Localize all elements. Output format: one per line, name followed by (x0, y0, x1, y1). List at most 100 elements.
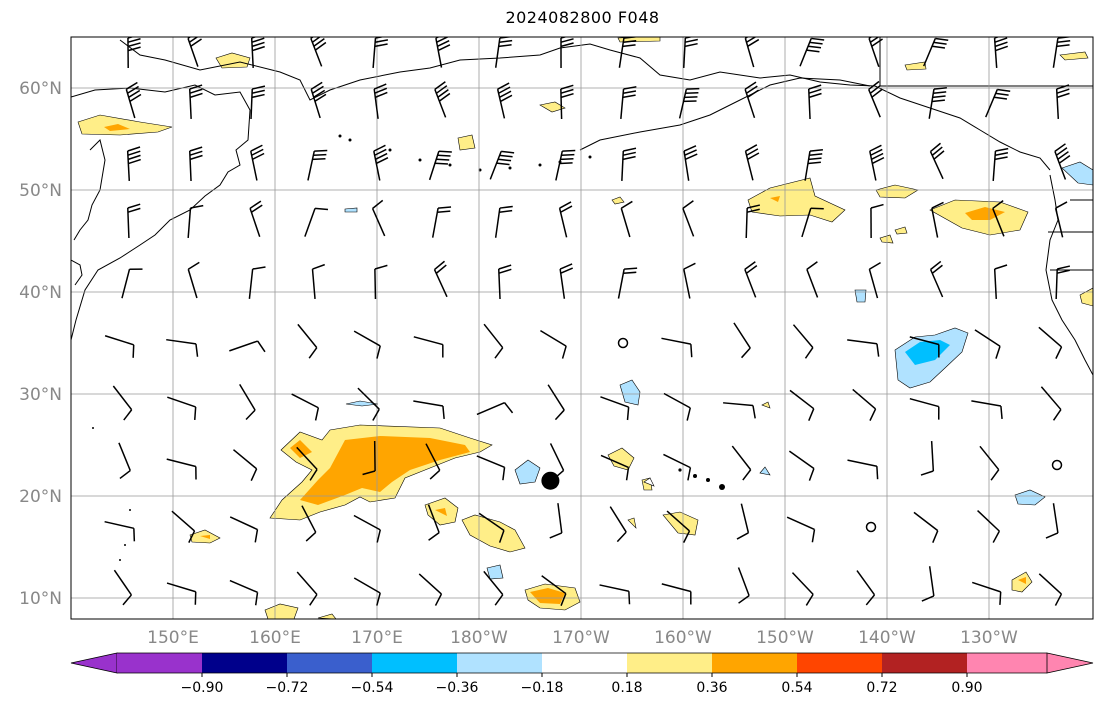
storm-center-marker (541, 471, 560, 490)
wind-barb (731, 445, 752, 481)
wind-barb (745, 204, 761, 239)
colorbar-tick-label: −0.36 (436, 680, 479, 696)
wind-barb (310, 81, 327, 119)
wind-barb (977, 509, 1001, 543)
calm-wind-marker (865, 521, 877, 533)
colorbar-tick-label: 0.54 (781, 680, 812, 696)
wind-barb (431, 206, 452, 238)
wind-barb (971, 400, 1003, 420)
wind-barb (1038, 326, 1063, 359)
wind-barb (663, 453, 692, 481)
wind-barb (104, 520, 136, 542)
wind-barb (166, 582, 197, 605)
lon-label-160: 160°E (249, 628, 301, 648)
wind-barb (868, 37, 883, 67)
wind-barb (1054, 201, 1068, 238)
wind-barb (804, 149, 823, 181)
wind-barb (666, 510, 691, 543)
wind-barb (478, 512, 505, 543)
wind-barb (1040, 386, 1062, 421)
wind-barb (807, 84, 822, 120)
wind-barb (682, 200, 695, 237)
colorbar-tick-label: −0.18 (521, 680, 564, 696)
wind-barb (856, 570, 876, 606)
wind-barb (1055, 84, 1070, 120)
wind-barb (250, 37, 265, 69)
wind-barb (118, 442, 131, 480)
wind-barb (371, 199, 386, 237)
colorbar-segment (967, 653, 1047, 673)
wind-barb (494, 205, 513, 238)
wind-barb (187, 261, 200, 299)
wind-barb (920, 440, 935, 476)
wind-barb (555, 149, 576, 181)
map-frame (70, 36, 1094, 620)
longitude-labels: 150°E 160°E 170°E 180°W 170°W 160°W 150°W 140°W… (147, 628, 1018, 648)
wind-barb (301, 505, 317, 542)
wind-barb (547, 384, 565, 421)
wind-barb (909, 336, 940, 358)
positive-anomaly-shading (77, 37, 1093, 619)
wind-barb (418, 573, 443, 606)
wind-barb (1038, 573, 1063, 606)
wind-barb (229, 340, 266, 353)
colorbar-tick-label: 0.72 (866, 680, 897, 696)
colorbar-extend-high (1046, 652, 1094, 674)
wind-barb (736, 503, 750, 540)
wind-barb (799, 37, 825, 67)
wind-barb (541, 575, 567, 606)
lon-label-170: 170°E (351, 628, 403, 648)
lat-label-30: 30°N (19, 385, 62, 405)
calm-wind-marker (1051, 459, 1063, 471)
small-islands (92, 134, 725, 561)
colorbar-segment (202, 653, 287, 673)
wind-barb (166, 458, 197, 480)
lat-label-40: 40°N (19, 283, 62, 303)
wind-barb (239, 384, 256, 421)
lat-label-10: 10°N (19, 589, 62, 609)
wind-barb (121, 268, 143, 299)
wind-barb (112, 385, 133, 421)
wind-barb (923, 37, 949, 67)
colorbar-tick-label: −0.90 (181, 680, 224, 696)
wind-barb (1045, 503, 1059, 539)
calm-wind-marker (617, 337, 629, 349)
wind-barb (682, 37, 698, 69)
colorbar-segment (287, 653, 372, 673)
wind-barb (786, 516, 816, 543)
wind-barb (558, 201, 573, 238)
wind-barb (744, 81, 760, 119)
lat-label-20: 20°N (19, 487, 62, 507)
wind-barb (188, 84, 203, 120)
wind-barb (188, 146, 203, 182)
wind-barb (104, 335, 135, 358)
colorbar-tick-label: −0.72 (266, 680, 309, 696)
colorbar-tick-label: 0.36 (696, 680, 727, 696)
lon-label-210: 150°W (756, 628, 814, 648)
wind-barb (483, 323, 504, 359)
wind-barb (974, 329, 1001, 359)
wind-barb (806, 261, 819, 298)
wind-barb (620, 200, 633, 238)
wind-barb (985, 88, 1011, 118)
wind-barb (733, 322, 751, 359)
wind-barb (609, 506, 627, 543)
wind-barb (304, 207, 329, 237)
wind-barb (549, 503, 563, 539)
lon-label-230: 130°W (960, 628, 1018, 648)
wind-barb (868, 261, 881, 299)
wind-barb (307, 149, 328, 181)
wind-barb (353, 330, 381, 359)
wind-barb (928, 86, 947, 119)
wind-barb (428, 150, 452, 181)
wind-barb (992, 147, 1009, 181)
wind-barb (1054, 143, 1071, 180)
wind-barb (869, 144, 885, 181)
wind-barb (374, 264, 388, 300)
wind-barb (311, 263, 325, 299)
wind-barb (166, 338, 199, 357)
wind-barb (1055, 265, 1071, 300)
lat-label-50: 50°N (19, 181, 62, 201)
wind-barb (435, 37, 451, 68)
wind-barb (663, 392, 691, 421)
